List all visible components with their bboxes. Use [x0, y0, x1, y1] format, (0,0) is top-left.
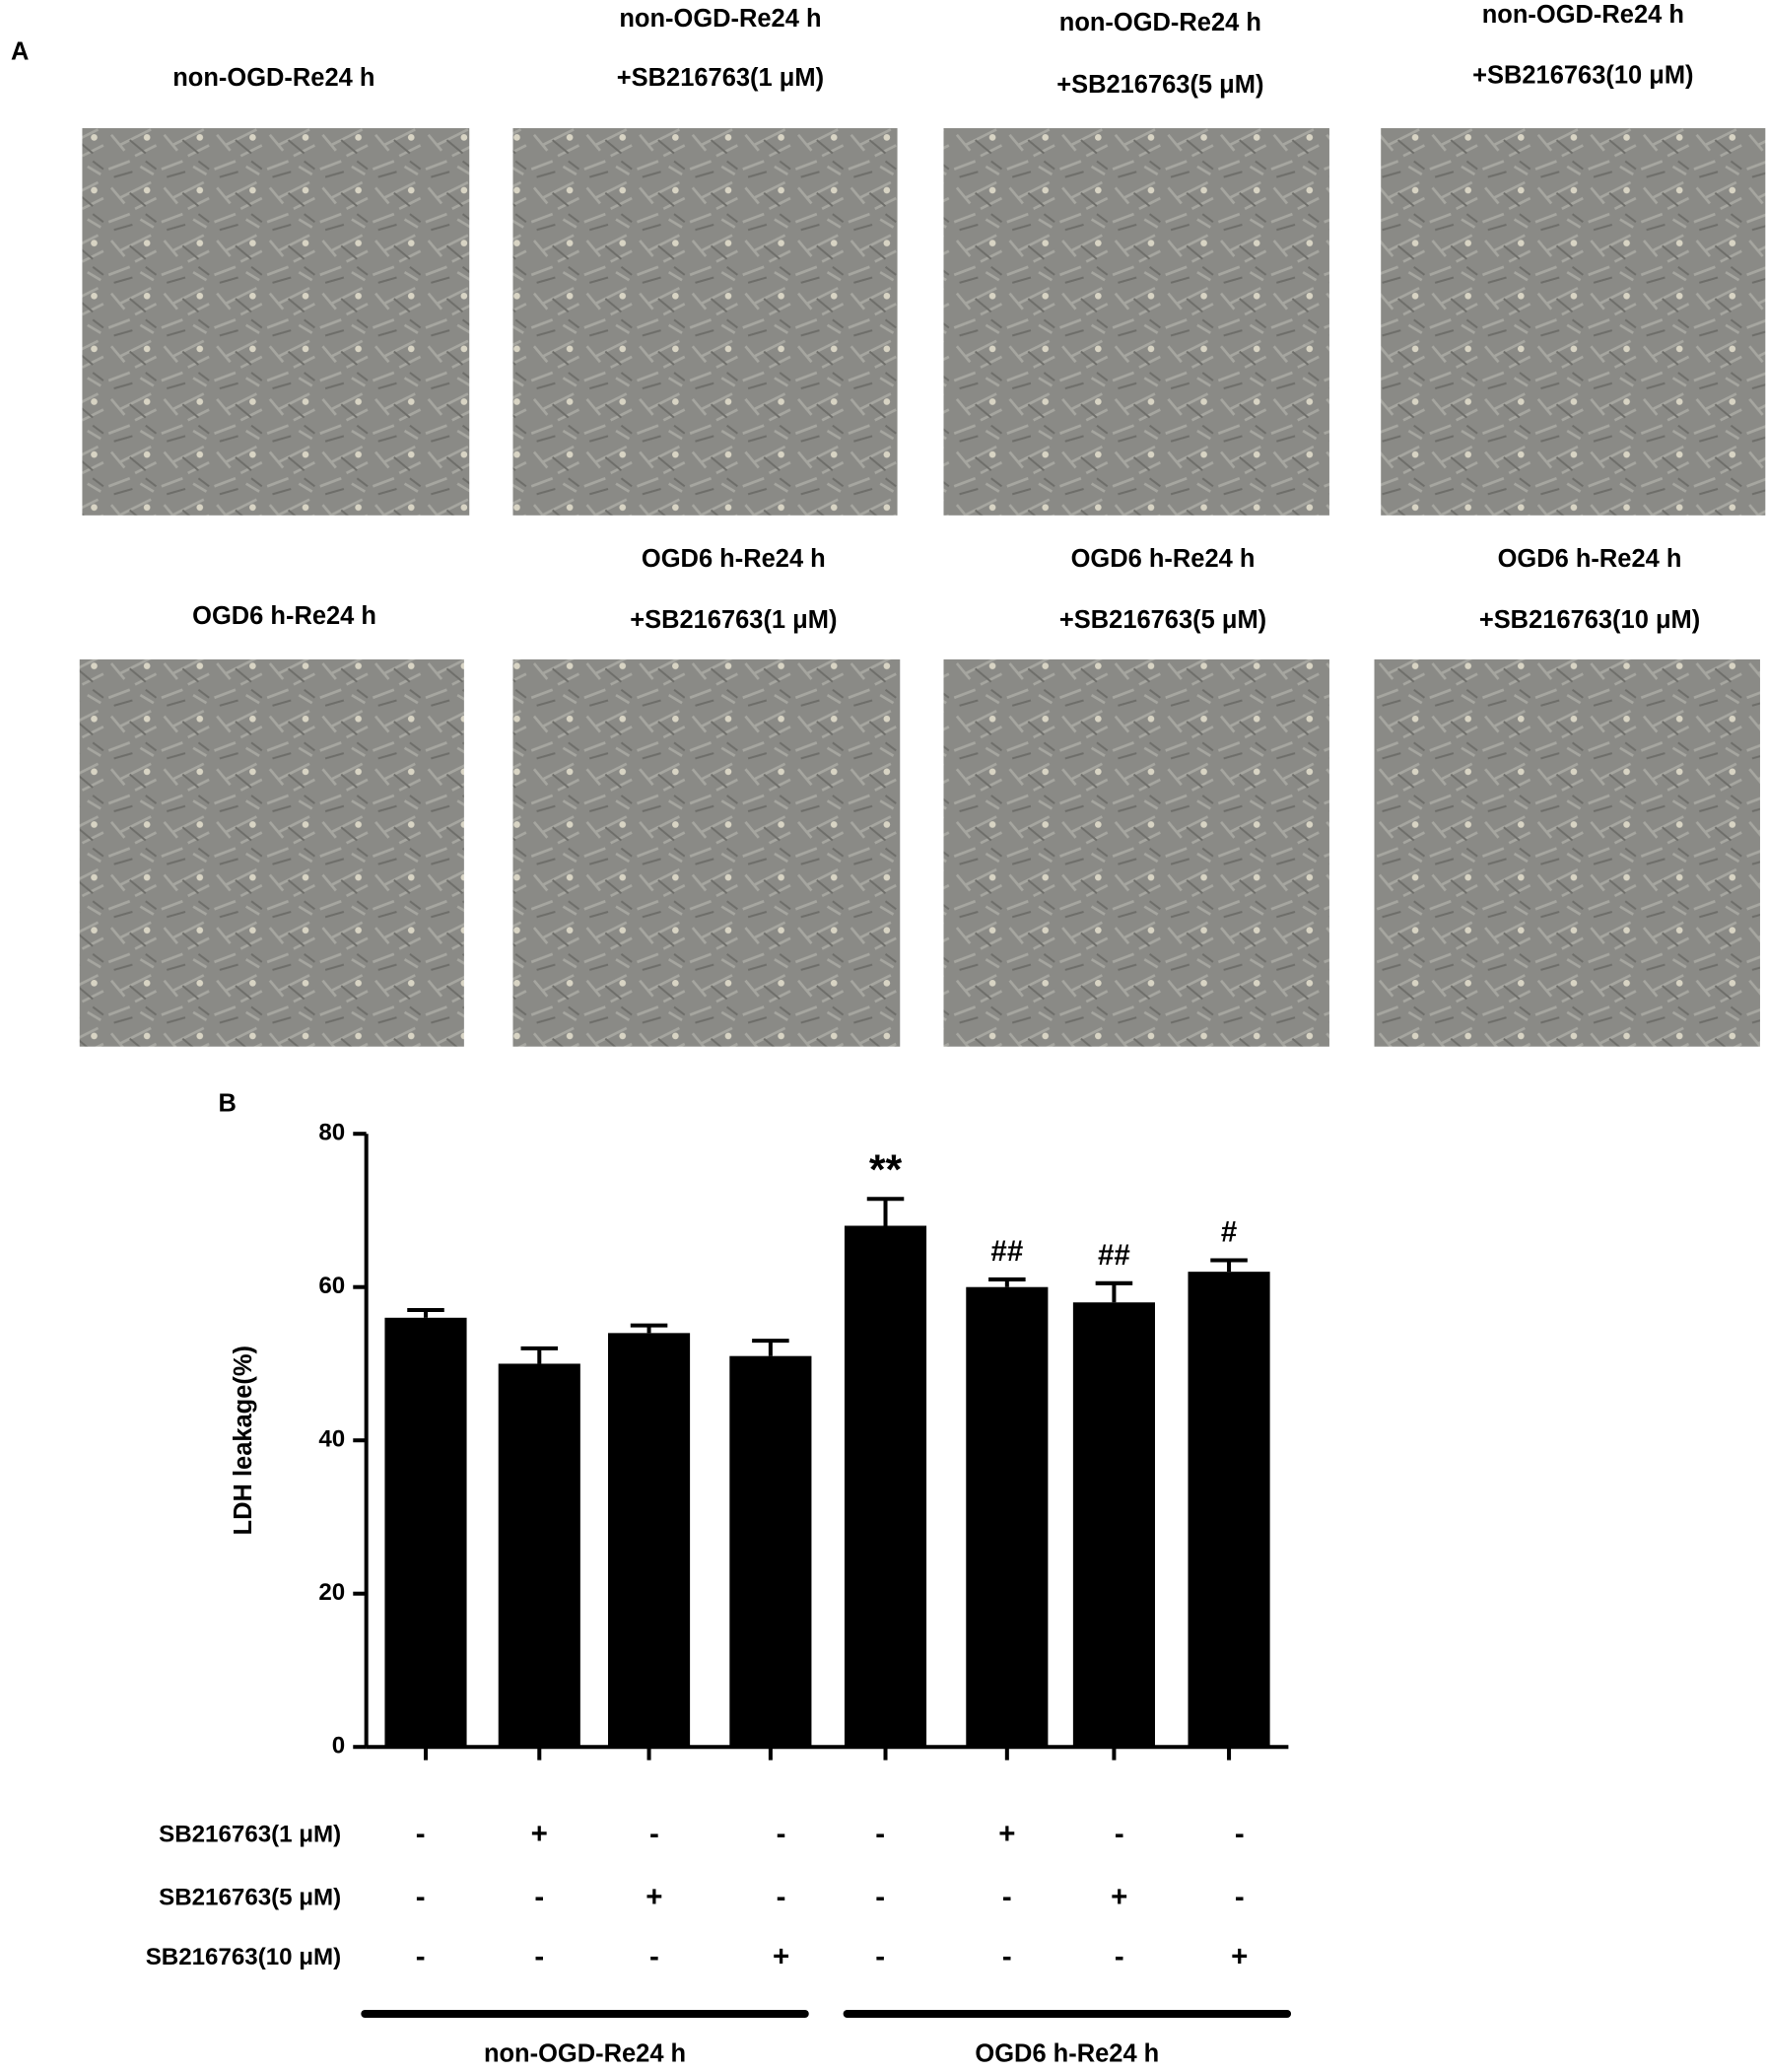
treatment-sign: + [1231, 1941, 1248, 1973]
image-caption: +SB216763(10 μM) [1472, 61, 1693, 89]
group-bracket [843, 2009, 1292, 2019]
y-tick-label: 80 [318, 1120, 345, 1146]
bar [844, 1225, 927, 1748]
treatment-sign: - [416, 1881, 426, 1913]
image-caption: non-OGD-Re24 h [1482, 1, 1684, 29]
y-tick-label: 40 [318, 1426, 345, 1453]
treatment-sign: - [1115, 1941, 1124, 1973]
treatment-sign: - [416, 1818, 426, 1850]
treatment-sign: - [416, 1941, 426, 1973]
treatment-sign: + [531, 1818, 548, 1850]
y-tick-label: 60 [318, 1273, 345, 1299]
panel-a: A non-OGD-Re24 h non-OGD-Re24 h +SB216763(… [11, 1, 1766, 1047]
treatment-sign: - [1235, 1818, 1245, 1850]
bar [1188, 1272, 1270, 1748]
image-caption: non-OGD-Re24 h [172, 64, 374, 92]
image-caption: +SB216763(5 μM) [1056, 71, 1263, 99]
group-label: non-OGD-Re24 h [484, 2039, 686, 2067]
treatment-sign: - [777, 1881, 786, 1913]
y-tick-label: 0 [332, 1733, 345, 1760]
treatment-sign: - [875, 1881, 885, 1913]
group-bracket [361, 2009, 809, 2019]
image-caption: +SB216763(1 μM) [630, 606, 837, 634]
panel-label: A [11, 37, 29, 65]
significance-mark: # [1221, 1215, 1237, 1248]
image-caption: OGD6 h-Re24 h [1071, 545, 1256, 573]
treatment-sign: - [875, 1941, 885, 1973]
group-label: OGD6 h-Re24 h [975, 2039, 1159, 2067]
micrograph [82, 128, 470, 516]
image-caption: +SB216763(5 μM) [1059, 606, 1266, 634]
image-caption: OGD6 h-Re24 h [192, 602, 376, 630]
image-caption: non-OGD-Re24 h [619, 5, 821, 33]
bar [384, 1317, 467, 1748]
micrograph [512, 128, 898, 516]
treatment-sign: + [646, 1881, 662, 1913]
bar [607, 1333, 691, 1748]
treatment-sign: - [534, 1881, 544, 1913]
treatment-sign: + [773, 1941, 789, 1973]
micrograph [512, 658, 901, 1047]
treatment-sign: - [1002, 1941, 1012, 1973]
image-caption: +SB216763(10 μM) [1479, 606, 1700, 634]
y-axis-label: LDH leakage(%) [230, 1346, 257, 1535]
micrograph [1381, 128, 1766, 516]
significance-mark: ## [1098, 1239, 1130, 1272]
image-caption: OGD6 h-Re24 h [1498, 545, 1682, 573]
bar [1072, 1302, 1155, 1748]
treatment-sign: + [1111, 1881, 1127, 1913]
bar [729, 1355, 812, 1748]
image-caption: OGD6 h-Re24 h [642, 545, 826, 573]
micrograph [943, 658, 1329, 1047]
micrograph [1374, 658, 1760, 1047]
significance-mark: ** [869, 1146, 903, 1194]
significance-mark: ## [990, 1235, 1023, 1268]
image-caption: non-OGD-Re24 h [1059, 9, 1261, 36]
panel-label: B [219, 1089, 237, 1117]
treatment-sign: - [1235, 1881, 1245, 1913]
bar [498, 1363, 580, 1748]
treatment-label: SB216763(5 μM) [159, 1885, 341, 1911]
y-tick-label: 20 [318, 1579, 345, 1606]
treatment-label: SB216763(10 μM) [146, 1944, 341, 1970]
image-caption: +SB216763(1 μM) [617, 64, 824, 92]
treatment-sign: - [875, 1818, 885, 1850]
micrograph [943, 128, 1329, 516]
bar [966, 1286, 1049, 1748]
treatment-sign: - [649, 1941, 659, 1973]
treatment-sign: - [649, 1818, 659, 1850]
treatment-sign: - [1115, 1818, 1124, 1850]
treatment-sign: - [534, 1941, 544, 1973]
treatment-sign: - [1002, 1881, 1012, 1913]
micrograph [79, 658, 464, 1047]
treatment-label: SB216763(1 μM) [159, 1821, 341, 1847]
treatment-sign: + [998, 1818, 1015, 1850]
treatment-sign: - [777, 1818, 786, 1850]
